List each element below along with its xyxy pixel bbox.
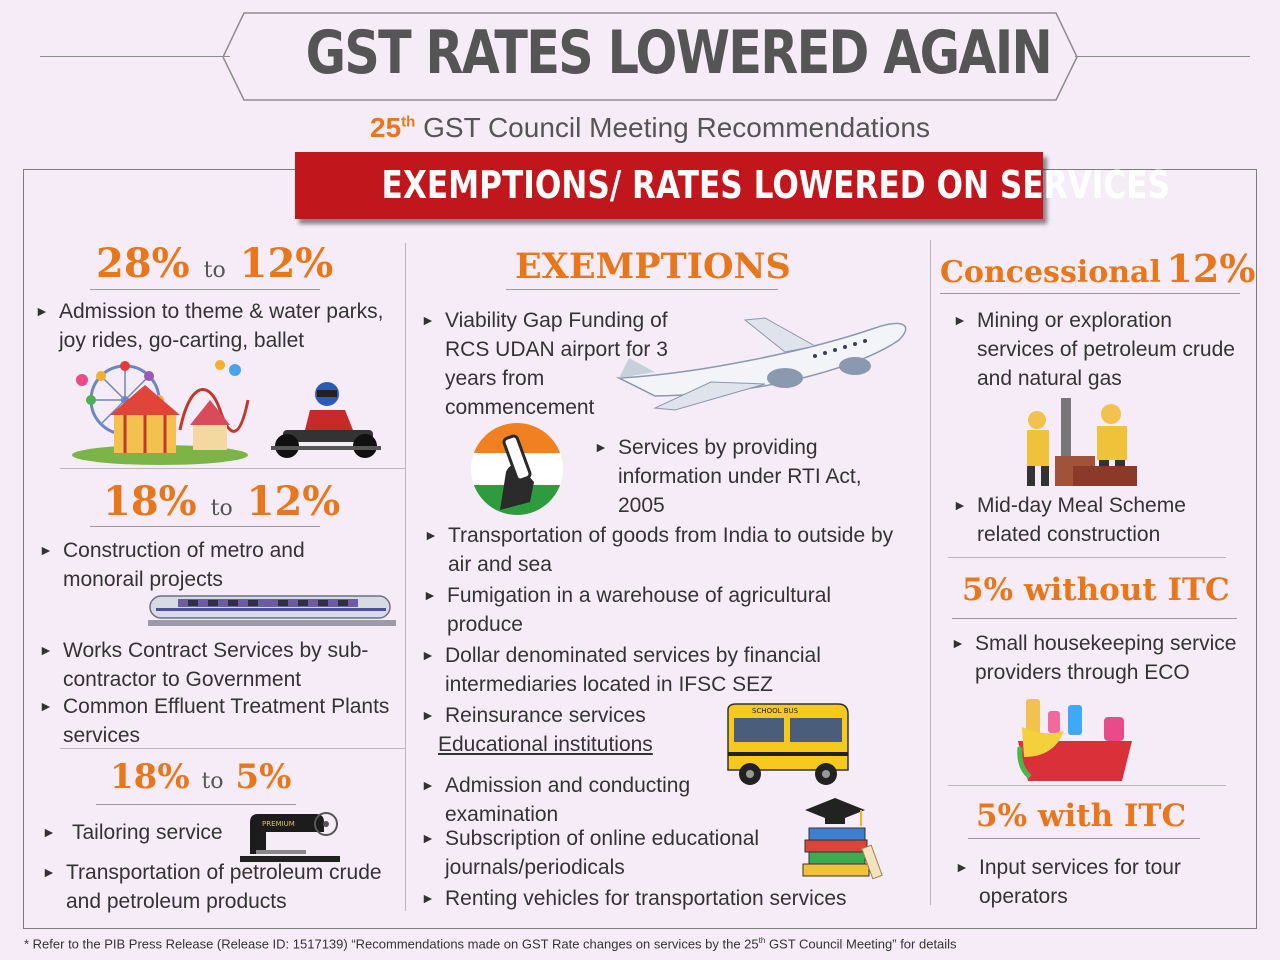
heading-underline (952, 618, 1237, 619)
page-subtitle: 25th GST Council Meeting Recommendations (0, 112, 1280, 144)
banner-text: EXEMPTIONS/ RATES LOWERED ON SERVICES (381, 163, 1170, 207)
list-item: ► Input services for tour operators (955, 856, 1181, 908)
exemptions-heading: EXEMPTIONS (515, 246, 791, 287)
title-rule-left (40, 56, 230, 57)
column-divider-left (405, 243, 406, 911)
list-item: ► Small housekeeping service providers th… (951, 632, 1237, 684)
list-item: ► Construction of metro and monorail proj… (39, 539, 305, 591)
heading-underline (90, 289, 320, 290)
rate-from: 18% (110, 757, 190, 797)
list-item: ► Reinsurance services (421, 704, 646, 727)
heading-underline (90, 526, 320, 527)
title-frame (222, 12, 1078, 101)
subtitle-text: GST Council Meeting Recommendations (423, 112, 930, 143)
machine-label: PREMIUM (262, 820, 295, 828)
bus-label: SCHOOL BUS (752, 707, 799, 715)
workers-image (1027, 398, 1137, 486)
rate-from: 18% (103, 478, 197, 525)
left-heading-18-5: 18% to 5% (110, 757, 291, 797)
heading-underline (968, 838, 1200, 839)
concessional-rate: 12% (1166, 246, 1256, 291)
books-image (802, 798, 883, 880)
rate-to-word: to (203, 258, 226, 283)
rate-to: 12% (246, 478, 341, 525)
title-rule-right (1075, 56, 1250, 57)
rate-to: 12% (239, 240, 334, 287)
rti-flag-icon (471, 423, 563, 515)
subtitle-sup: th (401, 113, 416, 131)
section-divider (948, 557, 1226, 558)
list-item: ► Fumigation in a warehouse of agricultur… (423, 584, 832, 636)
rate-to: 5% (235, 757, 292, 797)
column-divider-right (930, 240, 931, 905)
list-item: ► Viability Gap Funding of RCS UDAN airpo… (421, 309, 668, 419)
airplane-image (616, 317, 907, 411)
subtitle-number: 25 (370, 112, 402, 143)
go-kart-image (271, 382, 381, 458)
rate-to-word: to (201, 769, 224, 794)
list-item: ► Subscription of online educational jour… (421, 827, 760, 879)
list-item: ► Admission and conducting examination (421, 774, 691, 826)
section-divider (60, 748, 405, 749)
concessional-heading: Concessional 12% (940, 246, 1255, 291)
list-item: ► Transportation of goods from India to o… (424, 524, 894, 576)
list-item: ► Dollar denominated services by financia… (421, 644, 821, 696)
rate-to-word: to (210, 496, 233, 521)
cleaning-supplies-image (1017, 699, 1132, 781)
monorail-image (148, 595, 396, 626)
educational-institutions-label: Educational institutions (438, 733, 653, 756)
list-item: ► Common Effluent Treatment Plants servic… (39, 695, 390, 747)
list-item: ► Tailoring service (42, 821, 223, 844)
heading-underline (96, 804, 296, 805)
list-item: ► Works Contract Services by sub-contract… (39, 639, 369, 691)
heading-underline (940, 293, 1240, 294)
list-item: ► Admission to theme & water parks, joy r… (35, 300, 384, 352)
school-bus-image: SCHOOL BUS (727, 703, 849, 785)
left-heading-18-12: 18% to 12% (103, 478, 340, 525)
section-banner: EXEMPTIONS/ RATES LOWERED ON SERVICES (295, 152, 1170, 219)
list-item: ► Renting vehicles for transportation ser… (421, 887, 847, 910)
list-item: ► Services by providing information under… (594, 436, 862, 517)
section-divider (60, 468, 405, 469)
page-title: GST RATES LOWERED AGAIN (305, 18, 1053, 88)
5-with-itc-heading: 5% with ITC (976, 798, 1187, 834)
heading-underline (506, 289, 778, 290)
footnote: * Refer to the PIB Press Release (Releas… (24, 936, 957, 952)
sewing-machine-image: PREMIUM (240, 812, 340, 862)
theme-park-image (72, 360, 250, 465)
list-item: ► Mid-day Meal Scheme related constructio… (953, 494, 1186, 546)
rate-from: 28% (96, 240, 190, 287)
left-heading-28-12: 28% to 12% (96, 240, 333, 287)
concessional-label: Concessional (940, 255, 1161, 290)
5-without-itc-heading: 5% without ITC (962, 572, 1230, 608)
list-item: ► Transportation of petroleum crude and p… (42, 861, 382, 913)
list-item: ► Mining or exploration services of petro… (953, 309, 1235, 390)
section-divider (948, 785, 1226, 786)
